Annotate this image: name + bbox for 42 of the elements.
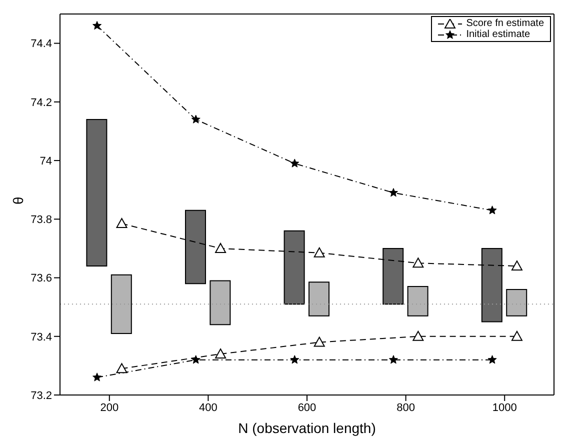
legend-label: Score fn estimate [466,18,544,29]
point [412,258,424,268]
point [314,247,325,258]
y-tick-label: 73.8 [30,214,52,226]
point [116,218,128,228]
bar [110,274,132,334]
bar [407,286,428,316]
point [314,336,325,347]
point [412,330,424,341]
point [511,260,522,271]
x-tick-label: 600 [298,402,316,414]
y-tick-label: 74.2 [30,96,52,109]
legend-label: Initial estimate [466,29,530,40]
point [92,20,102,30]
y-axis-title: θ [10,196,26,204]
x-axis-title: N (observation length) [238,420,376,436]
x-tick-label: 800 [396,402,415,414]
x-tick-label: 1000 [492,402,517,414]
y-tick-label: 73.2 [30,390,52,402]
bar [86,119,108,267]
y-tick-label: 73.4 [30,331,52,344]
point [488,355,497,364]
y-tick-label: 74 [40,155,52,168]
y-tick-label: 74.4 [30,38,52,50]
point [215,348,226,358]
point [290,355,300,364]
point [290,158,300,168]
bar [210,280,231,326]
point [191,114,200,124]
point [488,206,497,214]
point [116,363,128,374]
x-tick-label: 200 [100,402,119,414]
bar [506,288,528,316]
point [388,355,398,364]
point [92,372,102,382]
point [511,330,522,341]
x-tick-label: 400 [199,402,218,414]
bar [308,282,330,316]
point [215,242,226,253]
point [388,188,398,197]
point [191,355,200,364]
y-tick-label: 73.6 [30,272,52,285]
